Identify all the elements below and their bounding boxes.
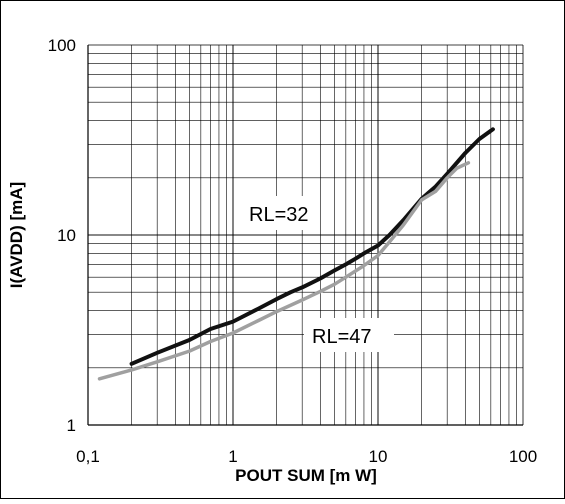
x-tick-label: 1	[228, 447, 237, 466]
annotation-rl32: RL=32	[244, 196, 316, 230]
series-line-rl-47	[97, 161, 471, 381]
y-axis-title: I(AVDD) [mA]	[7, 182, 26, 288]
y-tick-labels: 1 10 100	[48, 36, 76, 435]
y-tick-label: 1	[67, 416, 76, 435]
y-tick-label: 10	[57, 226, 76, 245]
x-tick-label: 10	[369, 447, 388, 466]
grid	[87, 44, 524, 426]
annotation-rl32-background	[244, 196, 316, 230]
x-axis-title: POUT SUM [m W]	[235, 466, 377, 485]
annotation-rl47-label: RL=47	[312, 326, 372, 348]
annotation-rl32-label: RL=32	[249, 204, 309, 226]
x-tick-label: 100	[509, 447, 537, 466]
y-tick-label: 100	[48, 36, 76, 55]
x-tick-label: 0,1	[76, 447, 100, 466]
annotation-rl47: RL=47	[304, 318, 394, 352]
series-line-rl-32	[129, 127, 495, 366]
x-tick-labels: 0,1 1 10 100	[76, 447, 537, 466]
annotation-rl47-background	[304, 318, 394, 352]
series-lines	[97, 127, 495, 381]
